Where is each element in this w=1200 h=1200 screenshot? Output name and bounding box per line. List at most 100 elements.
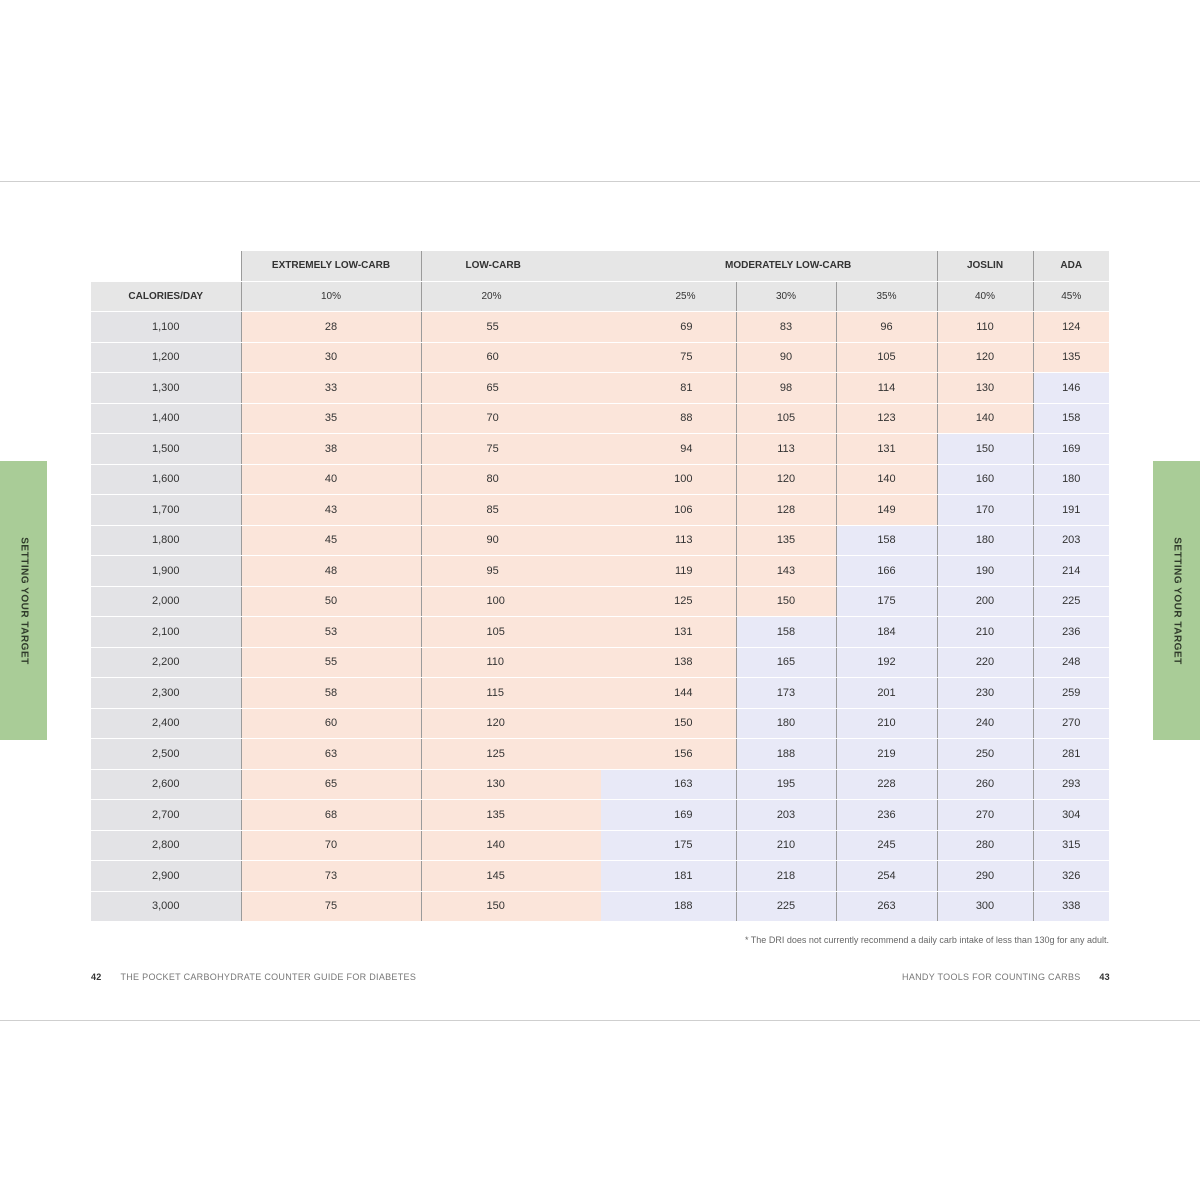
carb-grams-cell: 105 [736, 403, 837, 434]
carb-grams-cell: 114 [836, 372, 938, 404]
carb-grams-cell: 40 [241, 464, 422, 495]
carb-grams-cell: 165 [736, 647, 837, 678]
carb-grams-cell: 214 [1033, 555, 1109, 587]
table-row: 2,700 68 135 169 203 236 270 304 [91, 799, 1109, 831]
carb-grams-cell: 150 [736, 586, 837, 617]
carb-grams-cell: 236 [836, 799, 938, 831]
left-footer: 42 THE POCKET CARBOHYDRATE COUNTER GUIDE… [83, 972, 416, 982]
carb-grams-cell: 250 [937, 738, 1034, 770]
carb-grams-cell: 158 [736, 616, 837, 648]
carb-target-table: EXTREMELY LOW-CARB LOW-CARB MODERATELY L… [91, 251, 1109, 922]
table-row: 2,400 60 120 150 180 210 240 270 [91, 708, 1109, 739]
percent-header: 30% [736, 281, 837, 312]
table-row: 1,100 28 55 69 83 96 110 124 [91, 311, 1109, 343]
carb-grams-cell: 130 [937, 372, 1034, 404]
right-footer: HANDY TOOLS FOR COUNTING CARBS 43 [902, 972, 1118, 982]
carb-grams-cell: 130 [421, 769, 601, 800]
percent-header: 40% [937, 281, 1034, 312]
carb-grams-cell: 166 [836, 555, 938, 587]
carb-grams-cell: 120 [421, 708, 601, 739]
carb-grams-cell: 228 [836, 769, 938, 800]
carb-grams-cell: 169 [1033, 433, 1109, 465]
table-row: 2,500 63 125 156 188 219 250 281 [91, 738, 1109, 770]
carb-grams-cell: 203 [1033, 525, 1109, 556]
carb-grams-cell: 201 [836, 677, 938, 709]
percent-header: 35% [836, 281, 938, 312]
carb-grams-cell: 55 [421, 311, 601, 343]
carb-grams-cell: 138 [601, 647, 737, 678]
carb-grams-cell: 315 [1033, 830, 1109, 861]
carb-grams-cell: 270 [1033, 708, 1109, 739]
calories-cell: 1,100 [91, 311, 242, 343]
carb-grams-cell: 260 [937, 769, 1034, 800]
page-number-left: 42 [91, 972, 102, 982]
calories-cell: 2,800 [91, 830, 242, 861]
calories-cell: 1,400 [91, 403, 242, 434]
calories-cell: 1,500 [91, 433, 242, 465]
carb-grams-cell: 110 [421, 647, 601, 678]
carb-grams-cell: 131 [836, 433, 938, 465]
carb-grams-cell: 100 [601, 464, 737, 495]
carb-grams-cell: 158 [836, 525, 938, 556]
carb-grams-cell: 119 [601, 555, 737, 587]
group-header: EXTREMELY LOW-CARB [241, 251, 422, 282]
section-tab-right: SETTING YOUR TARGET [1153, 461, 1200, 740]
carb-grams-cell: 100 [421, 586, 601, 617]
carb-grams-cell: 135 [736, 525, 837, 556]
carb-grams-cell: 94 [601, 433, 737, 465]
group-header: ADA [1033, 251, 1109, 282]
footnote: * The DRI does not currently recommend a… [744, 935, 1109, 945]
carb-grams-cell: 218 [736, 860, 837, 892]
carb-grams-cell: 65 [421, 372, 601, 404]
carb-grams-cell: 50 [241, 586, 422, 617]
blank-corner [91, 251, 242, 282]
carb-grams-cell: 149 [836, 494, 938, 526]
carb-grams-cell: 270 [937, 799, 1034, 831]
carb-grams-cell: 90 [736, 342, 837, 373]
table-row: 1,600 40 80 100 120 140 160 180 [91, 464, 1109, 495]
table-body: 1,100 28 55 69 83 96 110 124 1,200 30 60 75 90 105 120… [91, 311, 1109, 922]
calories-cell: 2,300 [91, 677, 242, 709]
carb-grams-cell: 210 [736, 830, 837, 861]
carb-grams-cell: 180 [736, 708, 837, 739]
table-row: 2,300 58 115 144 173 201 230 259 [91, 677, 1109, 709]
carb-grams-cell: 30 [241, 342, 422, 373]
carb-grams-cell: 113 [736, 433, 837, 465]
carb-grams-cell: 70 [241, 830, 422, 861]
carb-grams-cell: 115 [421, 677, 601, 709]
table-row: 1,300 33 65 81 98 114 130 146 [91, 372, 1109, 404]
carb-grams-cell: 135 [421, 799, 601, 831]
carb-grams-cell: 60 [421, 342, 601, 373]
carb-grams-cell: 81 [601, 372, 737, 404]
carb-grams-cell: 338 [1033, 891, 1109, 922]
carb-grams-cell: 65 [241, 769, 422, 800]
carb-grams-cell: 280 [937, 830, 1034, 861]
carb-grams-cell: 123 [836, 403, 938, 434]
carb-grams-cell: 240 [937, 708, 1034, 739]
table-row: 1,400 35 70 88 105 123 140 158 [91, 403, 1109, 434]
calories-cell: 2,400 [91, 708, 242, 739]
calories-cell: 1,600 [91, 464, 242, 495]
table-row: 1,700 43 85 106 128 149 170 191 [91, 494, 1109, 526]
group-header: LOW-CARB [421, 251, 601, 282]
book-title: THE POCKET CARBOHYDRATE COUNTER GUIDE FO… [120, 972, 417, 982]
carb-grams-cell: 181 [601, 860, 737, 892]
group-header: MODERATELY LOW-CARB [601, 251, 938, 282]
carb-grams-cell: 191 [1033, 494, 1109, 526]
carb-grams-cell: 60 [241, 708, 422, 739]
carb-grams-cell: 98 [736, 372, 837, 404]
table-row: 3,000 75 150 188 225 263 300 338 [91, 891, 1109, 922]
section-tab-label: SETTING YOUR TARGET [18, 536, 29, 665]
table-row: 1,900 48 95 119 143 166 190 214 [91, 555, 1109, 587]
carb-grams-cell: 210 [836, 708, 938, 739]
carb-grams-cell: 173 [736, 677, 837, 709]
carb-grams-cell: 85 [421, 494, 601, 526]
carb-grams-cell: 75 [421, 433, 601, 465]
carb-grams-cell: 113 [601, 525, 737, 556]
calories-cell: 2,700 [91, 799, 242, 831]
carb-grams-cell: 125 [601, 586, 737, 617]
carb-grams-cell: 35 [241, 403, 422, 434]
carb-grams-cell: 80 [421, 464, 601, 495]
carb-grams-cell: 169 [601, 799, 737, 831]
carb-grams-cell: 180 [937, 525, 1034, 556]
